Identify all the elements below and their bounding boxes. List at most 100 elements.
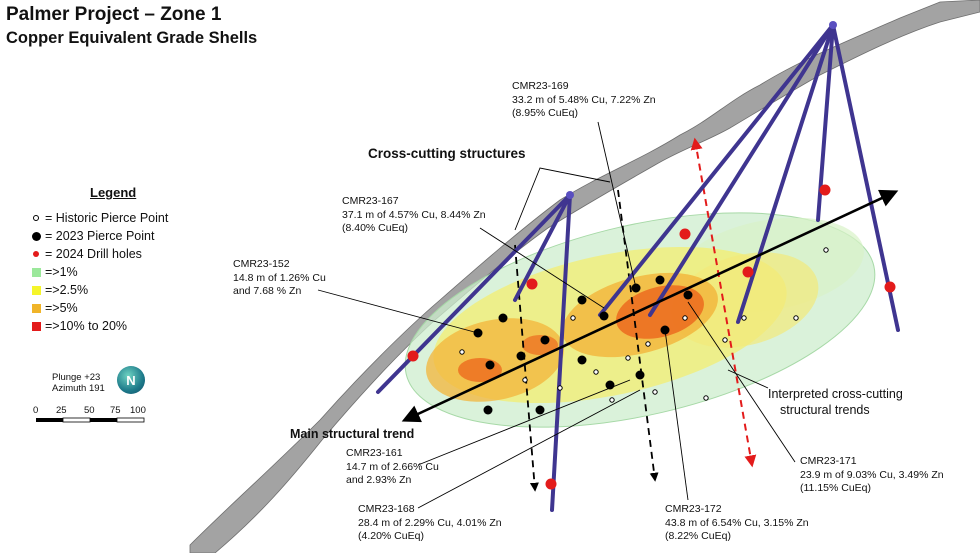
historic-pierce-point bbox=[722, 337, 728, 343]
leader-161 bbox=[417, 379, 631, 466]
azimuth-label: Azimuth 191 bbox=[52, 383, 105, 394]
annotation-cmr23-168: CMR23-168 28.4 m of 2.29% Cu, 4.01% Zn (… bbox=[358, 503, 502, 544]
historic-pierce-point bbox=[741, 315, 747, 321]
legend-label: = 2023 Pierce Point bbox=[45, 229, 155, 243]
interpreted-trend-label: Interpreted cross-cutting structural tre… bbox=[768, 386, 903, 418]
cross-cutting-label: Cross-cutting structures bbox=[368, 146, 526, 161]
scale-bar bbox=[36, 417, 145, 423]
annotation-cmr23-172: CMR23-172 43.8 m of 6.54% Cu, 3.15% Zn (… bbox=[665, 503, 809, 544]
legend-item-2024: = 2024 Drill holes bbox=[30, 247, 142, 261]
legend-label: =>10% to 20% bbox=[45, 319, 128, 333]
legend-label: =>5% bbox=[45, 301, 78, 315]
drill-holes-2024-markers bbox=[407, 184, 896, 490]
hole-id: CMR23-167 bbox=[342, 195, 399, 207]
north-label: N bbox=[126, 372, 136, 388]
orientation-info: Plunge +23 Azimuth 191 bbox=[52, 372, 105, 394]
pierce-point-2023 bbox=[683, 290, 693, 300]
historic-pierce-point bbox=[645, 341, 651, 347]
annotation-cmr23-171: CMR23-171 23.9 m of 9.03% Cu, 3.49% Zn (… bbox=[800, 455, 944, 496]
legend-item-shell-10: =>10% to 20% bbox=[30, 319, 127, 333]
leader-152 bbox=[317, 289, 479, 334]
pierce-point-2023-icon bbox=[30, 230, 42, 242]
legend-label: =>2.5% bbox=[45, 283, 89, 297]
intercept-line: 28.4 m of 2.29% Cu, 4.01% Zn bbox=[358, 516, 502, 529]
intercept-line: 14.7 m of 2.66% Cu bbox=[346, 460, 439, 473]
historic-pierce-point bbox=[570, 315, 576, 321]
historic-pierce-point bbox=[557, 385, 563, 391]
plunge-label: Plunge +23 bbox=[52, 372, 101, 383]
legend-title: Legend bbox=[90, 185, 137, 200]
historic-pierce-point bbox=[459, 349, 465, 355]
historic-pierce-point bbox=[522, 377, 528, 383]
drill-hole-2024-marker bbox=[526, 278, 538, 290]
historic-pierce-point bbox=[793, 315, 799, 321]
pierce-points-2023 bbox=[473, 275, 693, 415]
intercept-line: 43.8 m of 6.54% Cu, 3.15% Zn bbox=[665, 516, 809, 529]
drill-hole-2024-marker bbox=[742, 266, 754, 278]
hole-id: CMR23-161 bbox=[346, 447, 403, 459]
pierce-point-2023 bbox=[635, 370, 645, 380]
leader-171 bbox=[687, 301, 796, 463]
main-structural-trend-arrow bbox=[401, 189, 899, 423]
drill-hole-2024-marker bbox=[679, 228, 691, 240]
annotation-cmr23-169: CMR23-169 33.2 m of 5.48% Cu, 7.22% Zn (… bbox=[512, 80, 656, 121]
leader-172 bbox=[664, 329, 689, 501]
drill-hole-2024-marker bbox=[407, 350, 419, 362]
pierce-point-2023 bbox=[599, 311, 609, 321]
collar-east bbox=[829, 21, 837, 29]
annotation-cmr23-167: CMR23-167 37.1 m of 4.57% Cu, 8.44% Zn (… bbox=[342, 195, 486, 236]
hole-id: CMR23-152 bbox=[233, 258, 290, 270]
pierce-point-2023 bbox=[660, 325, 670, 335]
intercept-line: 23.9 m of 9.03% Cu, 3.49% Zn bbox=[800, 468, 944, 481]
intercept-line: (8.22% CuEq) bbox=[665, 530, 731, 542]
leader-168 bbox=[417, 389, 641, 509]
scale-tick: 100 bbox=[130, 405, 146, 416]
pierce-point-2023 bbox=[577, 355, 587, 365]
legend-label: =>1% bbox=[45, 265, 78, 279]
interpreted-line: Interpreted cross-cutting bbox=[768, 387, 903, 401]
intercept-line: and 7.68 % Zn bbox=[233, 285, 302, 297]
hole-id: CMR23-169 bbox=[512, 80, 569, 92]
collar-west bbox=[566, 191, 574, 199]
leader-169 bbox=[597, 121, 637, 289]
historic-pierce-point bbox=[823, 247, 829, 253]
drill-hole-2024-marker bbox=[884, 281, 896, 293]
pierce-point-2023 bbox=[516, 351, 526, 361]
leader-167 bbox=[479, 227, 605, 309]
pierce-point-2023 bbox=[498, 313, 508, 323]
grade-shell-2_5-swatch-icon bbox=[30, 284, 42, 296]
scale-tick: 75 bbox=[110, 405, 121, 416]
annotation-cmr23-161: CMR23-161 14.7 m of 2.66% Cu and 2.93% Z… bbox=[346, 447, 439, 488]
intercept-line: and 2.93% Zn bbox=[346, 474, 412, 486]
page-title: Palmer Project – Zone 1 bbox=[6, 4, 222, 25]
page-subtitle: Copper Equivalent Grade Shells bbox=[6, 29, 258, 47]
drill-hole-2024-marker bbox=[545, 478, 557, 490]
historic-pierce-point bbox=[593, 369, 599, 375]
pierce-point-2023 bbox=[655, 275, 665, 285]
intercept-line: (11.15% CuEq) bbox=[800, 482, 872, 494]
drill-hole-2024-marker bbox=[819, 184, 831, 196]
leader-interpreted bbox=[727, 369, 769, 389]
grade-shell-5-swatch-icon bbox=[30, 302, 42, 314]
intercept-line: 37.1 m of 4.57% Cu, 8.44% Zn bbox=[342, 208, 486, 221]
intercept-line: (4.20% CuEq) bbox=[358, 530, 424, 542]
intercept-line: (8.95% CuEq) bbox=[512, 107, 578, 119]
legend-label: = 2024 Drill holes bbox=[45, 247, 142, 261]
main-trend-label: Main structural trend bbox=[290, 427, 415, 441]
scale-tick: 0 bbox=[33, 405, 39, 416]
historic-pierce-point bbox=[652, 389, 658, 395]
drill-hole-2024-icon bbox=[30, 248, 42, 260]
pierce-point-2023 bbox=[631, 283, 641, 293]
annotation-leaders bbox=[317, 121, 796, 509]
historic-pierce-point bbox=[682, 315, 688, 321]
legend-item-shell-2_5: =>2.5% bbox=[30, 283, 88, 297]
legend-item-shell-1: =>1% bbox=[30, 265, 78, 279]
pierce-point-2023 bbox=[605, 380, 615, 390]
annotation-cmr23-152: CMR23-152 14.8 m of 1.26% Cu and 7.68 % … bbox=[233, 258, 326, 299]
legend-item-2023: = 2023 Pierce Point bbox=[30, 229, 154, 243]
historic-pierce-point-icon bbox=[30, 212, 42, 224]
historic-pierce-point bbox=[703, 395, 709, 401]
pierce-point-2023 bbox=[535, 405, 545, 415]
interpreted-line: structural trends bbox=[780, 403, 870, 417]
scale-tick: 25 bbox=[56, 405, 67, 416]
